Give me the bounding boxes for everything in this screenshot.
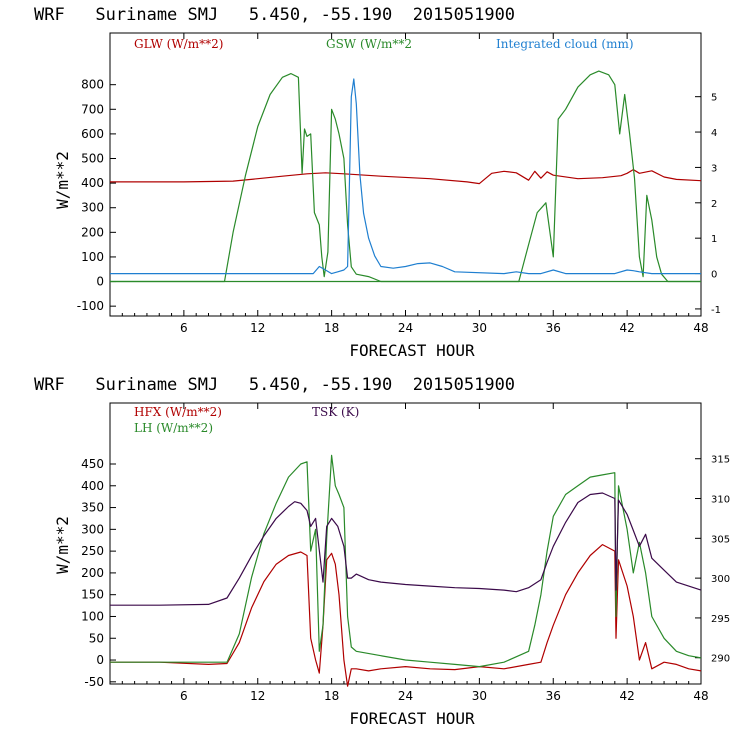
chart1-y-axis-label: W/m**2 — [53, 151, 72, 209]
chart2-legend-lh: LH (W/m**2) — [134, 421, 213, 435]
chart2-y2-tick-label: 315 — [711, 455, 730, 466]
chart2-y-tick-label: 200 — [81, 566, 104, 580]
chart1-y-tick-label: 300 — [81, 201, 104, 215]
chart2-x-axis-label: FORECAST HOUR — [349, 709, 475, 728]
chart1-y-tick-label: -100 — [77, 299, 104, 313]
chart1-x-tick-label: 24 — [398, 321, 413, 335]
chart2-y-axis-label: W/m**2 — [53, 516, 72, 574]
chart2-y2-tick-label: 300 — [711, 574, 730, 585]
chart1-y-tick-label: 200 — [81, 225, 104, 239]
chart1-x-tick-label: 12 — [250, 321, 265, 335]
chart2-x-tick-label: 12 — [250, 689, 265, 703]
chart1-y-tick-label: 700 — [81, 102, 104, 116]
chart1-x-tick-label: 42 — [619, 321, 634, 335]
chart2-y-tick-label: 100 — [81, 609, 104, 623]
chart2-x-tick-label: 18 — [324, 689, 339, 703]
chart1-series-3-line — [110, 78, 701, 275]
chart2-y2-tick-label: 305 — [711, 534, 730, 545]
chart2-y-tick-label: 350 — [81, 501, 104, 515]
chart1-y2-tick-label: 5 — [711, 93, 717, 104]
chart2-x-tick-label: 6 — [180, 689, 188, 703]
chart1-y2-tick-label: 4 — [711, 128, 717, 139]
chart1-x-tick-label: 30 — [472, 321, 487, 335]
chart1-legend-cloud: Integrated cloud (mm) — [496, 37, 634, 51]
chart1-y2-tick-label: 3 — [711, 163, 717, 174]
chart2-y2-tick-label: 295 — [711, 614, 730, 625]
chart1-y-tick-label: 600 — [81, 127, 104, 141]
chart2-y-tick-label: 300 — [81, 522, 104, 536]
chart1-legend-gsw: GSW (W/m**2 — [326, 37, 412, 51]
chart1-series-2-line — [110, 72, 701, 283]
chart1-x-axis-label: FORECAST HOUR — [349, 341, 475, 360]
chart1-y-tick-label: 100 — [81, 250, 104, 264]
chart2-series-3-line — [110, 492, 702, 606]
chart1-y-tick-label: 800 — [81, 78, 104, 92]
chart2-y-tick-label: 250 — [81, 544, 104, 558]
chart1-x-tick-label: 48 — [693, 321, 708, 335]
chart2-y-tick-label: -50 — [84, 675, 104, 689]
chart2-x-tick-label: 48 — [693, 689, 708, 703]
chart2-x-tick-label: 42 — [619, 689, 634, 703]
chart2-y-tick-label: 150 — [81, 588, 104, 602]
chart1-legend-glw: GLW (W/m**2) — [134, 37, 223, 51]
chart2-y2-tick-label: 310 — [711, 495, 730, 506]
chart2-x-tick-label: 30 — [472, 689, 487, 703]
chart2-title: WRF Suriname SMJ 5.450, -55.190 20150519… — [34, 375, 515, 395]
chart2-legend-hfx: HFX (W/m**2) — [134, 405, 222, 419]
chart1-x-tick-label: 18 — [324, 321, 339, 335]
chart1-y-tick-label: 400 — [81, 176, 104, 190]
chart1-y2-tick-label: -1 — [711, 305, 721, 316]
chart2-y-tick-label: 450 — [81, 457, 104, 471]
chart1-series-1-line — [110, 169, 702, 185]
chart2-frame — [109, 402, 702, 685]
chart2-y2-tick-label: 290 — [711, 654, 730, 665]
chart1-series-2-line-day2 — [110, 70, 701, 283]
chart2-x-tick-label: 24 — [398, 689, 413, 703]
chart2-series-2-line — [110, 454, 702, 668]
chart2-y-tick-label: 400 — [81, 479, 104, 493]
chart1-y-tick-label: 500 — [81, 152, 104, 166]
chart2-series-1-line — [110, 543, 702, 687]
chart1-x-tick-label: 6 — [180, 321, 188, 335]
chart1-x-tick-label: 36 — [546, 321, 561, 335]
chart2-plot-area: 6 12 18 24 30 36 42 48 -50 0 50 100 150 200 250 300 350 4… — [81, 402, 730, 703]
chart2-y-tick-label: 0 — [96, 653, 104, 667]
chart2-legend-tsk: TSK (K) — [312, 405, 359, 419]
chart2-x-tick-label: 36 — [546, 689, 561, 703]
chart1-y2-tick-label: 1 — [711, 234, 717, 245]
chart1-y2-tick-label: 2 — [711, 199, 717, 210]
chart1-y-tick-label: 0 — [96, 275, 104, 289]
chart1-plot-area: 6 12 18 24 30 36 42 48-100010020030040050060070… — [77, 32, 721, 335]
chart2-y-tick-label: 50 — [89, 631, 104, 645]
chart1-y2-tick-label: 0 — [711, 270, 717, 281]
chart1-title: WRF Suriname SMJ 5.450, -55.190 20150519… — [34, 5, 515, 25]
